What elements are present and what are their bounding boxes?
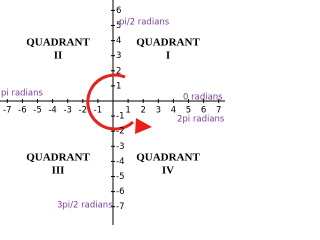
x-tick-label: -7	[3, 106, 11, 116]
x-tick-label: 4	[171, 106, 176, 116]
quadrant-name: QUADRANT	[136, 37, 200, 49]
x-tick-label: -1	[94, 106, 102, 116]
angle-label: 3pi/2 radians	[57, 201, 113, 211]
y-tick-label: 4	[116, 36, 121, 46]
quadrant-numeral: II	[54, 50, 63, 62]
angle-label: 0 radians	[183, 93, 223, 103]
x-tick-label: 6	[201, 106, 206, 116]
x-tick-label: 2	[140, 106, 145, 116]
y-tick-label: -3	[116, 142, 124, 152]
y-tick-label: 3	[116, 51, 121, 61]
x-tick-label: 7	[216, 106, 221, 116]
x-tick-label: 5	[186, 106, 191, 116]
angle-label: 2pi radians	[177, 115, 225, 125]
x-tick-label: -6	[18, 106, 26, 116]
quadrant-name: QUADRANT	[136, 152, 200, 164]
x-tick-label: 1	[125, 106, 130, 116]
y-tick-label: 1	[116, 81, 121, 91]
rotation-arrowhead	[135, 118, 152, 134]
x-tick-label: 3	[156, 106, 161, 116]
y-tick-label: 5	[116, 21, 121, 31]
quadrant-name: QUADRANT	[26, 152, 90, 164]
y-tick-label: -7	[116, 202, 124, 212]
y-tick-label: -2	[116, 127, 124, 137]
y-tick-label: -4	[116, 157, 124, 167]
diagram: -7 -6 -5 -4 -3 -2 -1 1 2 3 4 5 6 7654321-1-2-3-4-5-6-…	[0, 0, 225, 225]
y-tick-label: 2	[116, 66, 121, 76]
quadrant-numeral: I	[166, 50, 170, 62]
x-tick-label: -4	[48, 106, 56, 116]
rotation-arc	[86, 73, 135, 131]
quadrant-numeral: III	[52, 165, 65, 177]
x-tick-label: -3	[63, 106, 71, 116]
y-tick-label: -5	[116, 172, 124, 182]
y-tick-label: -6	[116, 187, 124, 197]
angle-label: pi/2 radians	[119, 18, 170, 28]
y-tick-label: -1	[116, 112, 124, 122]
x-tick-label: -2	[79, 106, 87, 116]
x-tick-label: -5	[33, 106, 41, 116]
y-tick-label: 6	[116, 6, 121, 16]
quadrant-numeral: IV	[162, 165, 174, 177]
angle-label: pi radians	[1, 89, 44, 99]
quadrant-name: QUADRANT	[26, 37, 90, 49]
